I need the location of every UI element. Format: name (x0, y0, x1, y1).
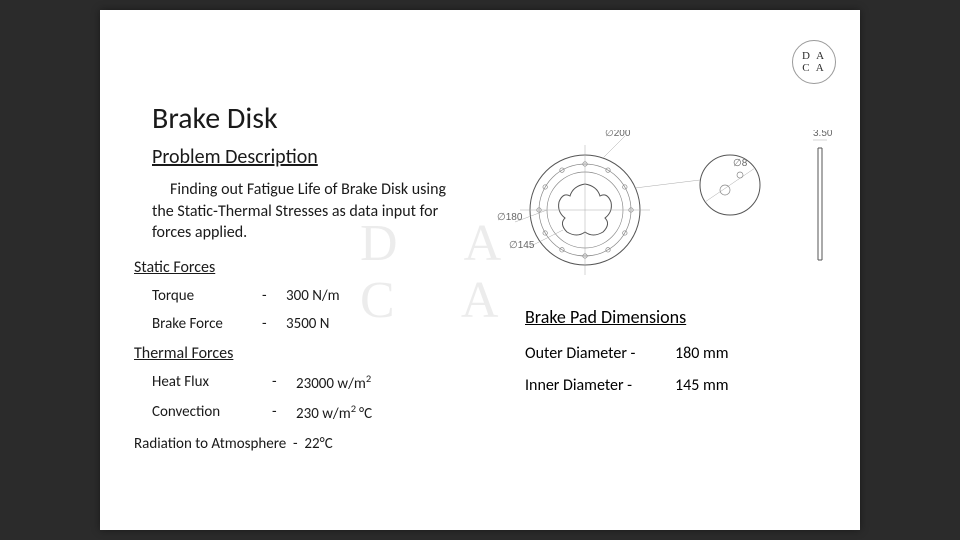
svg-text:∅180: ∅180 (497, 212, 523, 223)
convection-num: 230 w/m (296, 405, 351, 423)
convection-value: 230 w/m2 °C (296, 399, 812, 429)
svg-text:∅8: ∅8 (733, 158, 748, 169)
slide: D A C A D A C A Brake Disk Problem Descr… (100, 10, 860, 530)
heat-flux-label: Heat Flux (152, 369, 272, 399)
inner-diameter-label: Inner Diameter - (525, 370, 675, 402)
logo-line2: C A (802, 62, 825, 74)
dash: - (262, 283, 286, 311)
radiation-value: 22 (304, 435, 319, 453)
radiation-label: Radiation to Atmosphere (134, 435, 286, 453)
svg-text:∅145: ∅145 (509, 240, 535, 251)
svg-text:∅200: ∅200 (605, 130, 631, 139)
radiation-row: Radiation to Atmosphere - 22°C (134, 435, 812, 453)
detail-view: ∅8 (635, 155, 760, 215)
logo-line1: D A (802, 50, 826, 62)
dash: - (262, 311, 286, 339)
pad-dims-heading: Brake Pad Dimensions (525, 306, 825, 328)
svg-text:3.50: 3.50 (813, 130, 833, 139)
torque-label: Torque (152, 283, 262, 311)
convection-label: Convection (152, 399, 272, 429)
inner-diameter-row: Inner Diameter - 145 mm (525, 370, 825, 402)
heat-flux-num: 23000 w/m (296, 375, 366, 393)
brake-force-label: Brake Force (152, 311, 262, 339)
side-view: 3.50 (813, 130, 833, 260)
convection-row: Convection - 230 w/m2 °C (152, 399, 812, 429)
outer-diameter-value: 180 mm (675, 338, 825, 370)
problem-description-text: Finding out Fatigue Life of Brake Disk u… (152, 179, 462, 244)
dash: - (272, 369, 296, 399)
dim-leaders: ∅200 ∅180 ∅145 (497, 130, 631, 251)
brake-disk-diagram: ∅200 ∅180 ∅145 ∅8 (475, 130, 845, 300)
logo-badge: D A C A (792, 40, 836, 84)
inner-diameter-value: 145 mm (675, 370, 825, 402)
outer-diameter-label: Outer Diameter - (525, 338, 675, 370)
brake-pad-dimensions: Brake Pad Dimensions Outer Diameter - 18… (525, 306, 825, 402)
pad-dims-block: Outer Diameter - 180 mm Inner Diameter -… (525, 338, 825, 402)
outer-diameter-row: Outer Diameter - 180 mm (525, 338, 825, 370)
dash: - (272, 399, 296, 429)
